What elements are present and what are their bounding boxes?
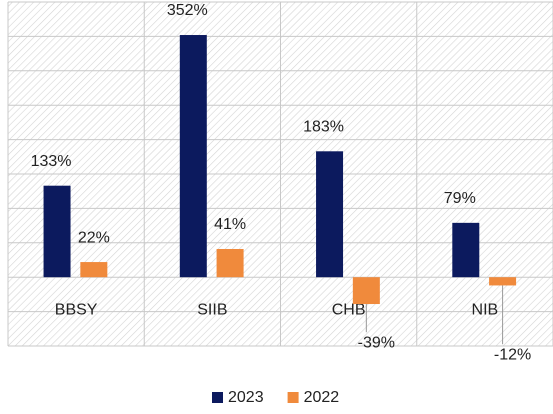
- legend-label: 2022: [304, 389, 340, 406]
- bar: [216, 248, 244, 278]
- data-label: 41%: [214, 216, 246, 233]
- data-label: -39%: [358, 334, 395, 351]
- bar: [352, 277, 380, 305]
- x-tick-label: NIB: [472, 301, 499, 318]
- data-label: -12%: [494, 346, 531, 363]
- data-label: 183%: [303, 119, 344, 136]
- bar: [452, 222, 480, 278]
- bar: [179, 35, 207, 278]
- data-label: 79%: [444, 190, 476, 207]
- bar: [316, 151, 344, 278]
- bar: [80, 262, 108, 278]
- bar: [43, 185, 71, 278]
- data-label: 352%: [167, 2, 208, 19]
- legend-label: 2023: [228, 389, 264, 406]
- legend-swatch: [212, 392, 223, 403]
- x-tick-label: SIIB: [197, 301, 227, 318]
- x-tick-label: CHB: [332, 301, 366, 318]
- data-label: 22%: [78, 229, 110, 246]
- x-tick-label: BBSY: [55, 301, 98, 318]
- legend-swatch: [287, 392, 299, 403]
- bar: [489, 277, 517, 286]
- data-label: 133%: [31, 153, 72, 170]
